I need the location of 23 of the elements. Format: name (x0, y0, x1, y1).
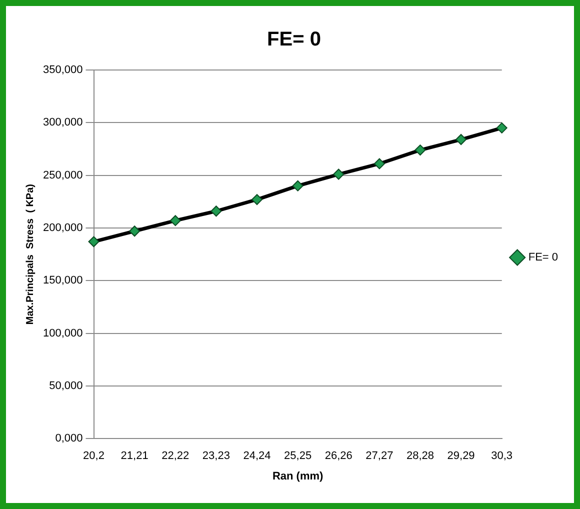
x-tick-label: 21,21 (120, 450, 148, 462)
x-tick-label: 23,23 (202, 450, 230, 462)
y-tick-label: 350,000 (42, 64, 83, 76)
x-tick-label: 24,24 (243, 450, 271, 462)
y-tick-label: 250,000 (42, 169, 83, 182)
y-tick-label: 100,000 (42, 327, 83, 340)
legend-label: FE= 0 (528, 252, 558, 264)
x-tick-label: 20,2 (83, 450, 104, 462)
x-tick-label: 22,22 (162, 450, 190, 462)
y-tick-label: 150,000 (42, 274, 83, 287)
y-tick-label: 200,000 (42, 222, 83, 234)
x-tick-label: 26,26 (324, 450, 352, 462)
x-axis-title: Ran (mm) (272, 470, 324, 482)
x-tick-label: 25,25 (284, 450, 312, 462)
x-tick-label: 27,27 (366, 450, 394, 462)
y-tick-label: 300,000 (42, 116, 83, 129)
chart-title: FE= 0 (267, 28, 321, 51)
x-tick-label: 30,3 (491, 450, 513, 462)
y-tick-label: 50,000 (49, 380, 83, 392)
y-tick-label: 0,000 (55, 432, 83, 445)
x-tick-label: 29,29 (447, 450, 475, 462)
x-tick-label: 28,28 (406, 450, 434, 462)
y-axis-title: Max.Principals Stress ( KPa) (24, 184, 36, 325)
